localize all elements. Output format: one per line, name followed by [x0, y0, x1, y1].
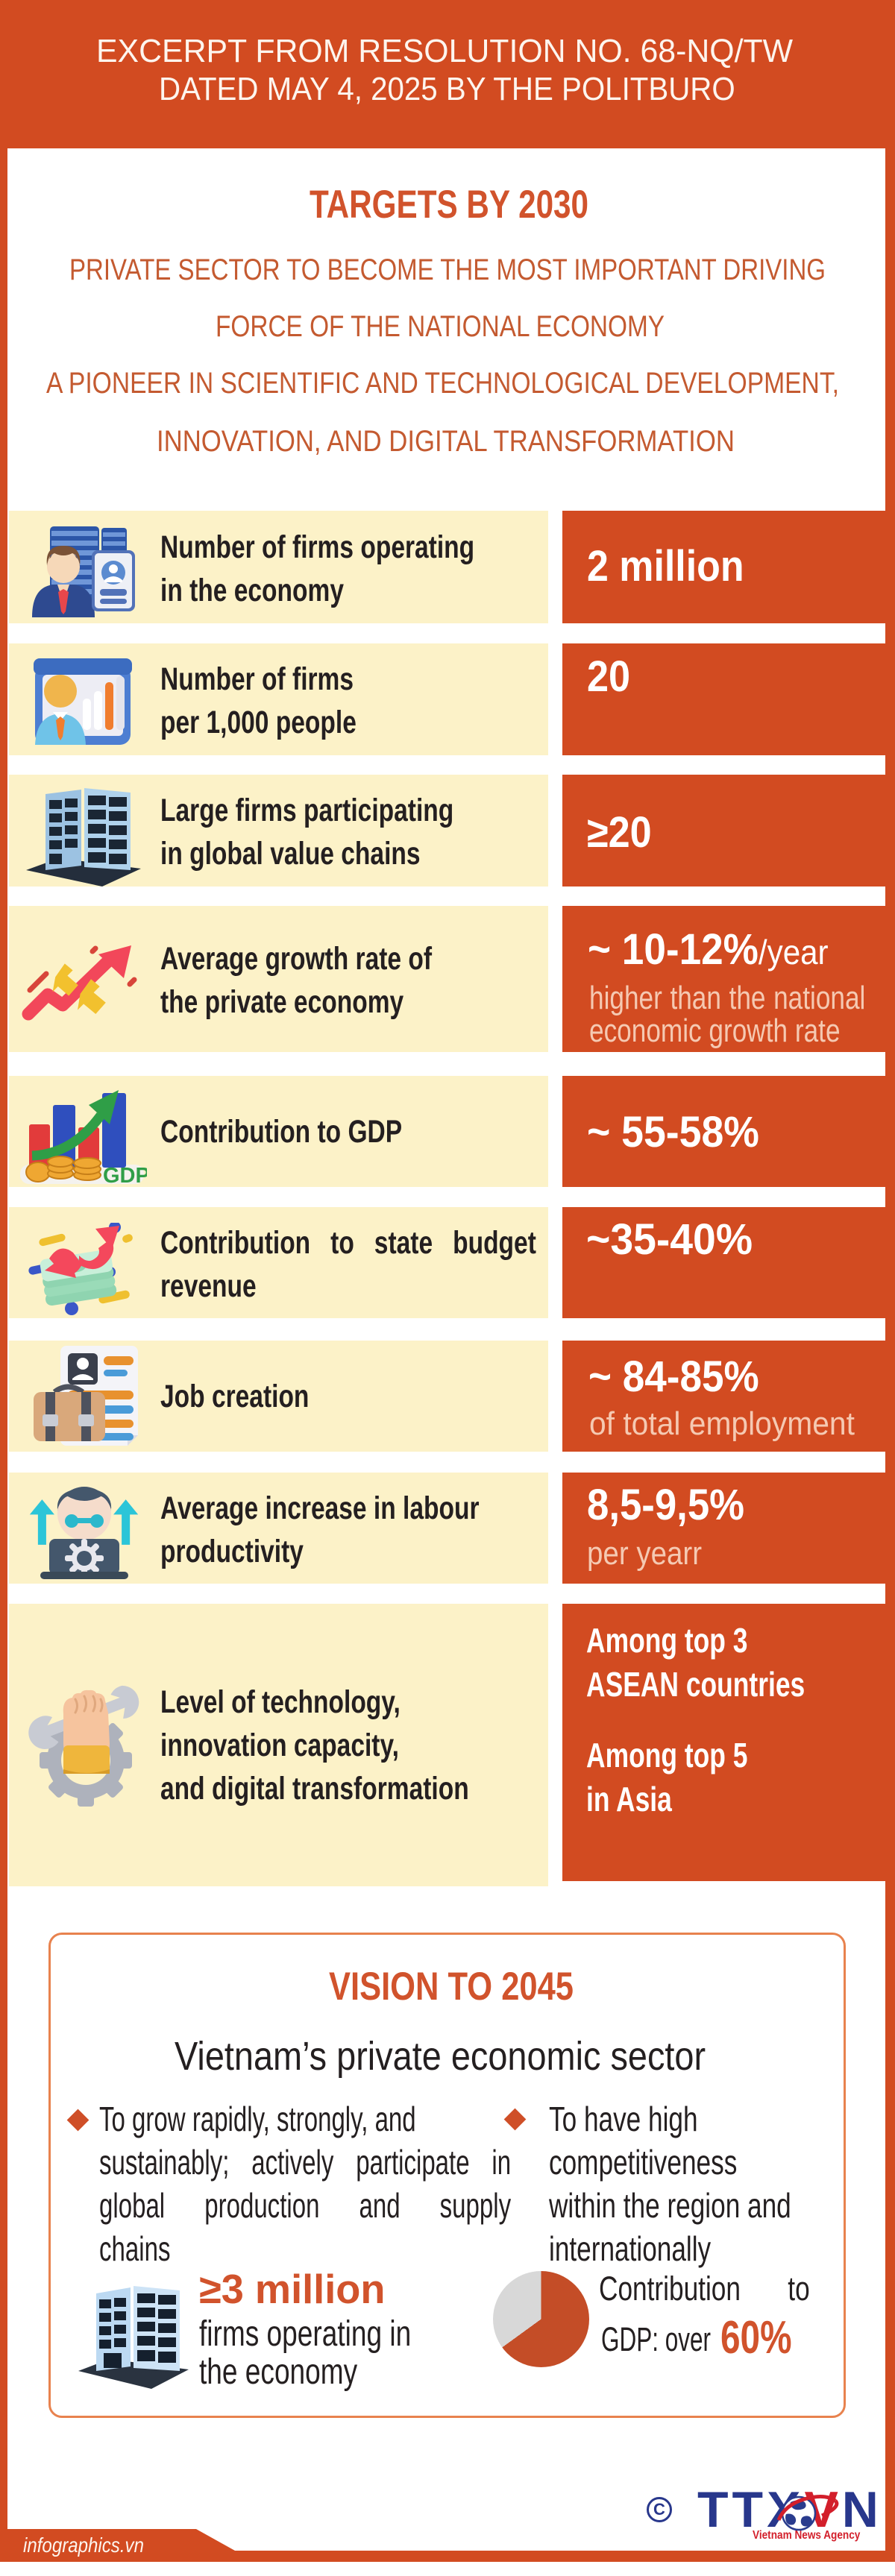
svg-text:GDP: GDP — [103, 1164, 147, 1187]
